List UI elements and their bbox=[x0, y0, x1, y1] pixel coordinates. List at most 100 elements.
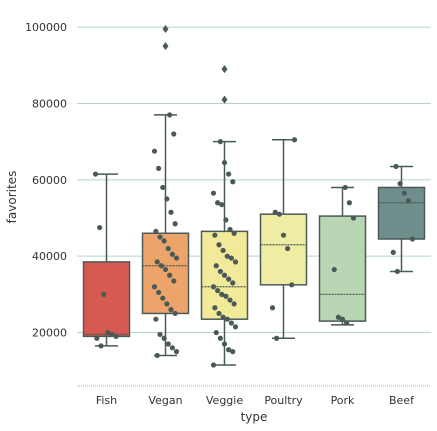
data-point bbox=[217, 268, 223, 275]
iqr-box bbox=[318, 215, 367, 322]
data-point bbox=[113, 333, 119, 339]
data-point bbox=[172, 310, 178, 317]
data-point bbox=[153, 316, 159, 322]
box-veggie bbox=[200, 65, 249, 366]
data-point bbox=[230, 280, 236, 286]
outlier-marker bbox=[162, 25, 169, 33]
data-point bbox=[154, 352, 160, 359]
data-point bbox=[220, 314, 226, 320]
x-tick-label: Veggie bbox=[206, 394, 243, 407]
data-point bbox=[168, 307, 174, 313]
data-point bbox=[276, 211, 282, 217]
data-point bbox=[168, 209, 174, 215]
box-beef bbox=[377, 165, 426, 273]
data-point bbox=[232, 324, 239, 330]
data-point bbox=[173, 255, 180, 261]
data-point bbox=[216, 310, 222, 317]
data-point bbox=[98, 343, 104, 349]
data-point bbox=[217, 335, 223, 341]
data-point bbox=[212, 232, 218, 238]
data-point bbox=[213, 263, 219, 269]
data-point bbox=[164, 196, 170, 202]
data-point bbox=[226, 276, 232, 282]
data-point bbox=[210, 190, 217, 196]
iqr-box bbox=[259, 213, 308, 286]
data-point bbox=[219, 291, 225, 297]
data-point bbox=[285, 245, 291, 252]
data-point bbox=[221, 341, 228, 347]
x-axis-title: type bbox=[241, 410, 268, 424]
iqr-box bbox=[82, 261, 131, 338]
data-point bbox=[397, 181, 403, 187]
data-point bbox=[171, 131, 177, 137]
data-point bbox=[173, 349, 180, 355]
data-point bbox=[393, 163, 399, 170]
data-point bbox=[158, 263, 164, 269]
data-point bbox=[210, 284, 217, 290]
data-point bbox=[401, 190, 407, 196]
data-point bbox=[230, 349, 236, 355]
data-point bbox=[223, 217, 229, 223]
data-point bbox=[216, 242, 222, 248]
data-point bbox=[169, 345, 175, 351]
data-point bbox=[171, 278, 177, 284]
iqr-box bbox=[377, 186, 426, 240]
data-point bbox=[151, 284, 158, 290]
data-point bbox=[220, 247, 226, 254]
box-fish bbox=[82, 173, 131, 347]
data-point bbox=[162, 266, 169, 273]
data-point bbox=[350, 215, 357, 221]
data-point bbox=[274, 335, 280, 341]
data-point bbox=[344, 320, 350, 326]
data-point bbox=[160, 184, 166, 191]
data-point bbox=[226, 347, 232, 353]
data-point bbox=[269, 305, 276, 311]
y-tick-label: 80000 bbox=[32, 97, 67, 110]
y-axis-ticks: 20000 40000 60000 80000 100000 bbox=[25, 21, 67, 339]
x-tick-label: Pork bbox=[331, 394, 355, 407]
data-point bbox=[164, 301, 170, 307]
data-point bbox=[221, 272, 228, 278]
data-point bbox=[94, 335, 100, 341]
data-point bbox=[156, 289, 162, 296]
data-point bbox=[157, 331, 163, 338]
data-point bbox=[217, 139, 223, 145]
data-point bbox=[219, 202, 225, 208]
boxes bbox=[82, 25, 426, 366]
box-pork bbox=[318, 186, 367, 326]
data-point bbox=[228, 320, 234, 326]
data-point bbox=[153, 228, 159, 234]
data-point bbox=[105, 329, 111, 336]
x-axis-ticks: Fish Vegan Veggie Poultry Pork Beef bbox=[96, 394, 415, 407]
data-point bbox=[228, 255, 234, 261]
data-point bbox=[230, 179, 236, 185]
x-tick-label: Vegan bbox=[148, 394, 182, 407]
data-point bbox=[289, 282, 295, 288]
y-tick-label: 20000 bbox=[32, 327, 67, 340]
data-point bbox=[161, 335, 167, 341]
data-point bbox=[224, 316, 230, 322]
data-point bbox=[346, 200, 352, 206]
grid-lines bbox=[77, 26, 431, 334]
y-tick-label: 40000 bbox=[32, 250, 67, 263]
data-point bbox=[161, 238, 167, 244]
strip-points bbox=[92, 112, 416, 368]
data-point bbox=[215, 200, 221, 206]
data-point bbox=[92, 171, 99, 177]
data-point bbox=[231, 230, 237, 236]
data-point bbox=[335, 314, 341, 320]
x-tick-label: Beef bbox=[389, 394, 415, 407]
data-point bbox=[97, 224, 103, 231]
data-point bbox=[394, 268, 400, 275]
data-point bbox=[231, 301, 237, 307]
data-point bbox=[151, 148, 158, 154]
data-point bbox=[221, 160, 228, 166]
outlier-marker bbox=[221, 65, 228, 74]
data-point bbox=[409, 236, 416, 242]
data-point bbox=[224, 253, 230, 259]
data-point bbox=[390, 249, 396, 255]
data-point bbox=[156, 165, 162, 171]
data-point bbox=[165, 245, 171, 252]
outlier-marker bbox=[221, 95, 228, 104]
